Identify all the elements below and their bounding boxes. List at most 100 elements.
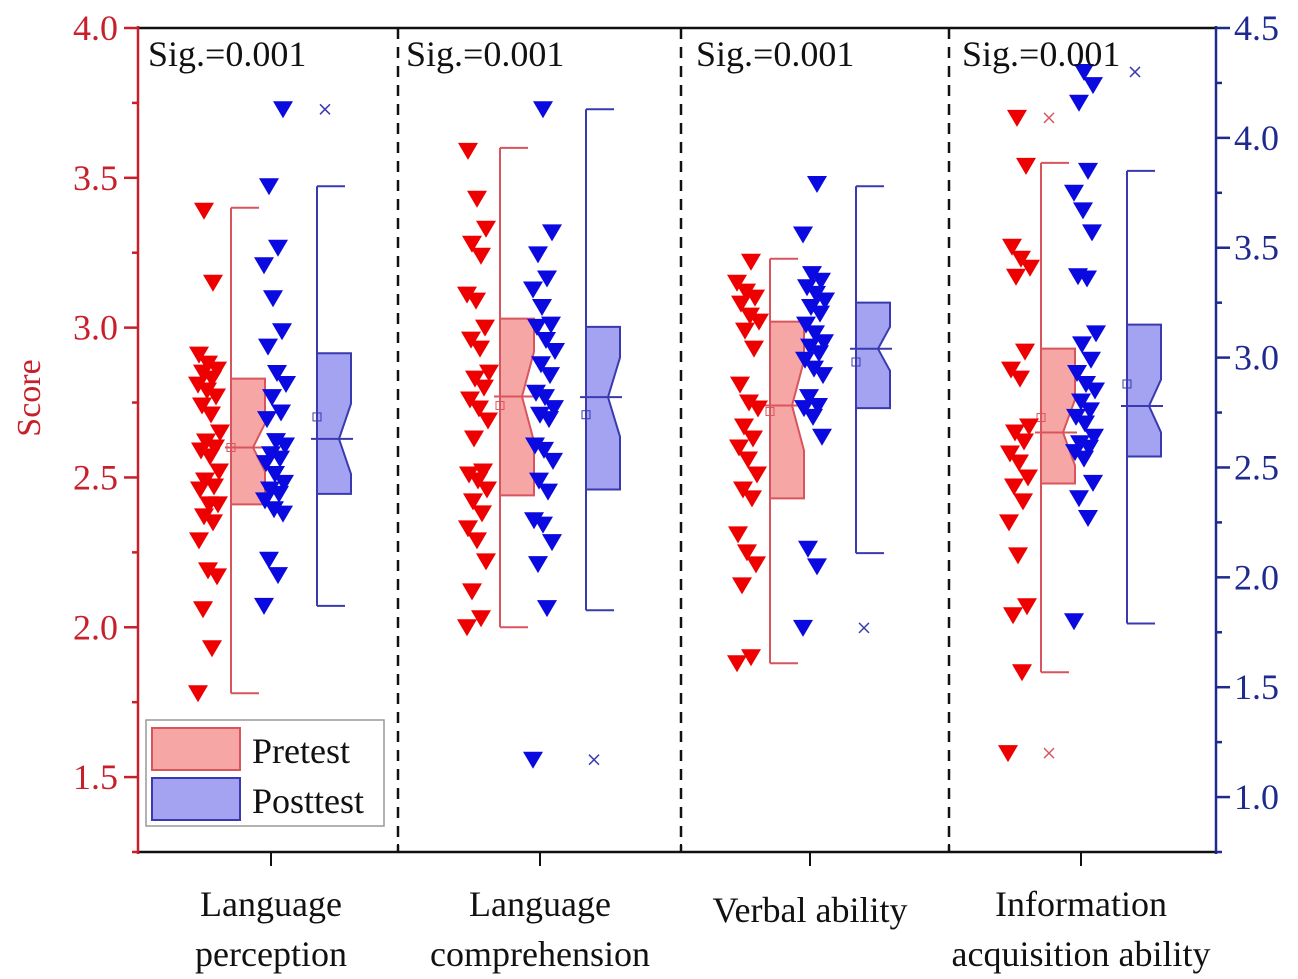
pretest-point	[732, 577, 752, 595]
posttest-point	[537, 270, 557, 288]
posttest-point	[542, 224, 562, 242]
outlier-marker	[1043, 112, 1055, 124]
pretest-point	[729, 439, 749, 457]
legend-label-pretest: Pretest	[252, 731, 350, 771]
pretest-point	[465, 370, 485, 388]
pretest-point	[471, 247, 491, 265]
posttest-point	[1085, 382, 1105, 400]
posttest-point	[1064, 184, 1084, 202]
pretest-point	[1007, 109, 1027, 127]
posttest-point	[254, 257, 274, 275]
significance-label: Sig.=0.001	[148, 34, 306, 74]
posttest-point	[807, 176, 827, 194]
posttest-point	[1078, 162, 1098, 180]
category-labels: Language perception Language comprehension V…	[195, 884, 1210, 974]
pretest-point	[478, 412, 498, 430]
pretest-point	[741, 649, 761, 667]
posttest-point	[1081, 351, 1101, 369]
pretest-point	[735, 322, 755, 340]
notched-box	[769, 320, 805, 500]
posttest-point	[1066, 408, 1086, 426]
posttest-point	[1086, 325, 1106, 343]
posttest-point	[804, 360, 824, 378]
pretest-point	[1003, 607, 1023, 625]
pretest-point	[743, 430, 763, 448]
posttest-point	[526, 384, 546, 402]
pretest-point	[201, 406, 221, 424]
posttest-point	[530, 406, 550, 424]
posttest-point	[262, 389, 282, 407]
posttest-point	[531, 356, 551, 374]
posttest-point	[815, 292, 835, 310]
posttest-point	[528, 246, 548, 264]
pretest-point	[998, 745, 1018, 763]
posttest-point	[800, 338, 820, 356]
pretest-point	[466, 292, 486, 310]
pretest-point	[475, 319, 495, 337]
posttest-point	[799, 389, 819, 407]
posttest-point	[261, 446, 281, 464]
posttest-point	[523, 751, 543, 769]
posttest-point	[1064, 613, 1084, 631]
pretest-point	[1005, 424, 1025, 442]
left-tick-label: 2.5	[73, 457, 118, 497]
posttest-point	[1084, 428, 1104, 446]
pretest-point	[1018, 469, 1038, 487]
posttest-point	[523, 281, 543, 299]
pretest-point	[474, 379, 494, 397]
notched-box	[855, 301, 891, 410]
mean-marker	[1122, 379, 1132, 389]
pretest-point	[457, 619, 477, 637]
right-tick-label: 1.0	[1234, 777, 1279, 817]
posttest-point	[1076, 375, 1096, 393]
posttest-point	[811, 272, 831, 290]
pretest-point	[189, 532, 209, 550]
pretest-point	[460, 391, 480, 409]
pretest-point	[461, 331, 481, 349]
mean-marker	[1036, 413, 1046, 423]
posttest-point	[263, 290, 283, 308]
category-label: comprehension	[430, 934, 650, 974]
posttest-point	[793, 619, 813, 637]
pretest-point	[999, 514, 1019, 532]
pretest-point	[203, 514, 223, 532]
pretest-point	[741, 253, 761, 271]
posttest-point	[793, 226, 813, 244]
pretest-point	[1009, 454, 1029, 472]
pretest-point	[203, 274, 223, 292]
posttest-point	[266, 433, 286, 451]
posttest-point	[257, 411, 277, 429]
posttest-point	[272, 323, 292, 341]
pretest-point	[193, 601, 213, 619]
pretest-point	[1012, 664, 1032, 682]
posttest-point	[259, 551, 279, 569]
pretest-point	[467, 190, 487, 208]
pretest-point	[1004, 478, 1024, 496]
left-tick-label: 4.0	[73, 8, 118, 48]
pretest-point	[1001, 361, 1021, 379]
notched-box	[585, 325, 621, 491]
pretest-point	[1017, 598, 1037, 616]
pretest-point	[189, 346, 209, 364]
pretest-point	[458, 142, 478, 160]
posttest-point	[540, 367, 560, 385]
pretest-point	[476, 553, 496, 571]
pretest-point	[748, 400, 768, 418]
plot-frame	[136, 26, 1218, 854]
pretest-point	[204, 478, 224, 496]
right-tick-label: 2.0	[1234, 557, 1279, 597]
posttest-point	[273, 101, 293, 119]
pretest-point	[733, 481, 753, 499]
posttest-point	[267, 364, 287, 382]
posttest-point	[254, 597, 274, 615]
category-label: acquisition ability	[952, 934, 1211, 974]
posttest-point	[536, 332, 556, 350]
pretest-point	[747, 466, 767, 484]
pretest-point	[738, 451, 758, 469]
significance-label: Sig.=0.001	[962, 34, 1120, 74]
posttest-point	[532, 299, 552, 317]
posttest-point	[258, 338, 278, 356]
pretest-point	[206, 388, 226, 406]
right-tick-label: 3.5	[1234, 228, 1279, 268]
legend: Pretest Posttest	[145, 719, 385, 827]
